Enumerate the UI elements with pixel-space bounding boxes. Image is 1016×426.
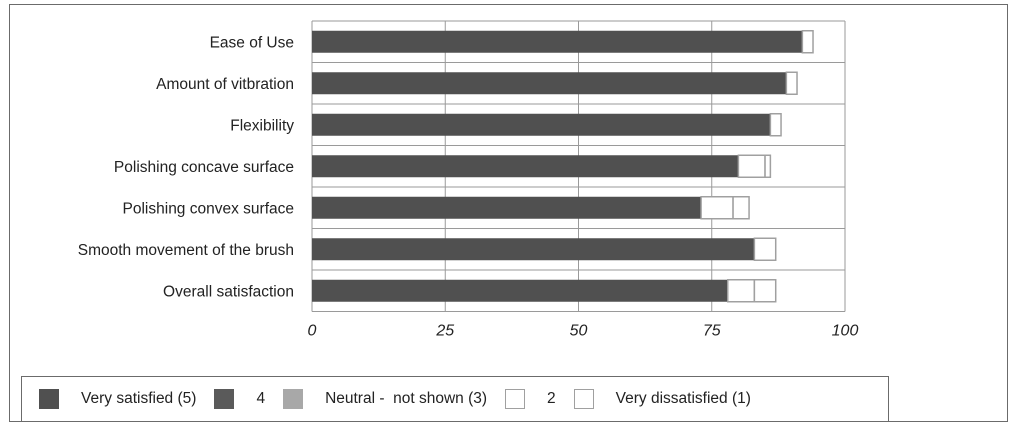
- bar-segment-very-satisfied: [312, 113, 771, 136]
- category-label: Amount of vitbration: [156, 76, 294, 93]
- x-tick-label: 75: [703, 323, 721, 340]
- category-label: Polishing concave surface: [114, 159, 294, 176]
- x-tick-label: 100: [832, 323, 859, 340]
- bar-segment-two: [753, 237, 777, 261]
- legend-swatch: [214, 389, 235, 409]
- category-label: Smooth movement of the brush: [78, 242, 294, 259]
- bar-segment-two: [801, 30, 814, 54]
- stacked-bar-chart: Ease of Use Amount of vitbration Flexibili…: [78, 20, 859, 340]
- category-label: Polishing convex surface: [123, 200, 294, 217]
- bar-segment-very-satisfied: [312, 196, 702, 219]
- legend-swatch: [573, 389, 594, 409]
- bar-segment-very-dissatisfied: [764, 154, 772, 178]
- bar-segment-very-satisfied: [312, 238, 755, 261]
- bar-segment-very-satisfied: [312, 155, 739, 178]
- bar-segment-two: [700, 196, 734, 220]
- bar-segment-two: [726, 279, 756, 303]
- legend-label: Neutral - not shown (3): [325, 390, 488, 407]
- legend-label: Very satisfied (5): [81, 390, 197, 407]
- legend-item-neutral: Neutral - not shown (3): [283, 389, 487, 409]
- bar-segment-two: [785, 71, 798, 95]
- category-label: Overall satisfaction: [163, 283, 294, 300]
- bar-segment-very-satisfied: [312, 72, 787, 95]
- legend-label: 2: [547, 390, 556, 407]
- bar-segment-very-satisfied: [312, 279, 728, 302]
- bar-segment-two: [737, 154, 766, 178]
- legend-item-four: 4: [214, 389, 265, 409]
- category-label: Ease of Use: [210, 34, 294, 51]
- legend-item-very-dissatisfied: Very dissatisfied (1): [573, 389, 751, 409]
- bar-segment-two: [769, 113, 782, 137]
- x-tick-label: 25: [435, 323, 454, 340]
- legend-label: 4: [256, 390, 266, 407]
- bar-segment-very-satisfied: [312, 30, 803, 53]
- legend-label: Very dissatisfied (1): [615, 390, 751, 407]
- bar-segment-very-dissatisfied: [753, 279, 777, 303]
- legend-swatch: [505, 389, 526, 409]
- x-tick-labels: 0 25 50 75 100: [308, 323, 859, 340]
- legend-swatch: [283, 389, 304, 409]
- x-tick-label: 50: [570, 323, 588, 340]
- category-labels: Ease of Use Amount of vitbration Flexibili…: [78, 34, 295, 300]
- bars-layer: [312, 30, 814, 303]
- category-label: Flexibility: [230, 117, 294, 134]
- legend-item-two: 2: [505, 389, 556, 409]
- bar-segment-very-dissatisfied: [732, 196, 750, 220]
- legend-swatch: [39, 389, 59, 409]
- legend-item-very-satisfied: Very satisfied (5): [39, 389, 196, 409]
- x-tick-label: 0: [308, 323, 317, 340]
- legend: Very satisfied (5) 4 Neutral - not shown (…: [21, 376, 889, 422]
